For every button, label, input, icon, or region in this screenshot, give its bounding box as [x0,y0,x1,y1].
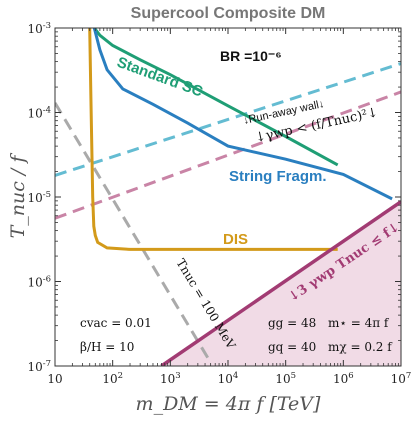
gamma-wp-line [55,90,401,220]
dis-line [88,28,338,251]
run-away-wall-line [55,62,401,177]
x-tick-label: 104 [218,371,239,386]
standard-sc-line [93,28,339,167]
mstar-label: m⋆ = 4π f [328,316,390,330]
mchi-label: mχ = 0.2 f [328,340,393,354]
x-tick-label: 10 [47,372,62,386]
x-tick-label: 103 [160,371,181,386]
plot-area [55,28,401,366]
tnuc-100mev-line [55,102,212,364]
x-tick-label: 106 [333,371,354,386]
x-tick-label: 105 [275,371,296,386]
y-axis-label: T_nuc / f [7,153,29,239]
string-fragm-line [92,28,393,201]
dis-label: DIS [223,231,248,248]
x-tick-label: 107 [391,371,412,386]
x-axis-label: m_DM = 4π f [TeV] [136,393,321,415]
cvac-label: cvac = 0.01 [80,316,152,330]
chart-title: Supercool Composite DM [131,5,326,22]
beta-h-label: β/H = 10 [80,340,134,354]
gg-label: gg = 48 [268,316,316,330]
y-tick-label: 10-5 [27,190,51,205]
string-fragm-label: String Fragm. [229,168,327,185]
y-tick-label: 10-6 [27,275,51,290]
standard-sc-label: Standard SC [115,54,206,101]
x-tick-label: 102 [102,371,123,386]
y-axis-ticks: 10-7 10-6 10-5 10-4 10-3 [27,21,401,374]
excluded-region-boundary [160,200,401,366]
y-tick-label: 10-7 [27,359,51,374]
x-axis-ticks: 10 102 103 104 105 106 107 [47,28,411,386]
y-tick-label: 10-3 [27,21,51,36]
br-label: BR =10⁻⁶ [220,48,282,64]
gq-label: gq = 40 [268,340,316,354]
y-tick-label: 10-4 [27,106,51,121]
